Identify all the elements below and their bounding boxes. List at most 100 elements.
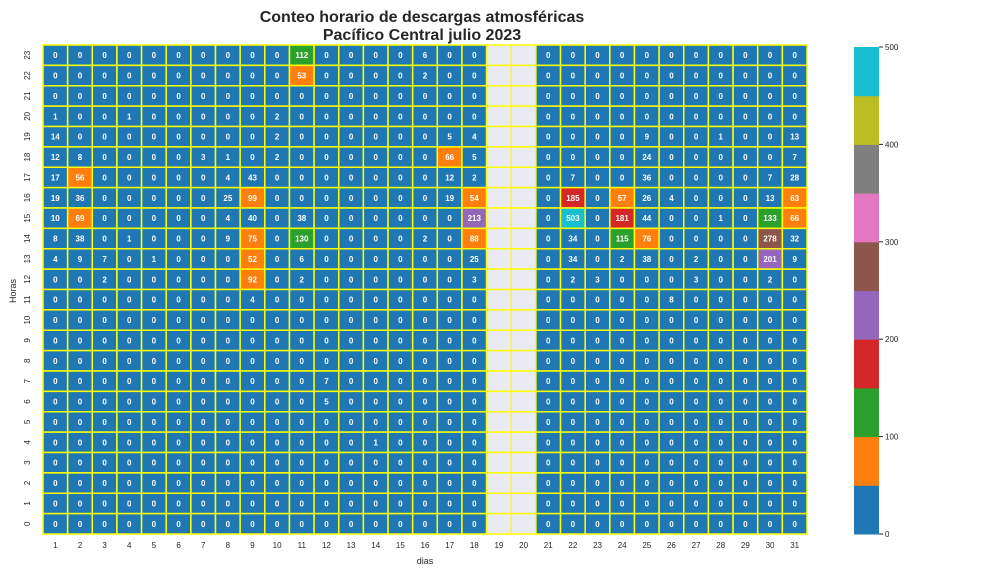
cell-value-label: 0 bbox=[127, 377, 132, 386]
cell-value-label: 0 bbox=[472, 316, 477, 325]
cell-value-label: 0 bbox=[620, 173, 625, 182]
cell-value-label: 0 bbox=[743, 459, 748, 468]
cell-value-label: 0 bbox=[78, 92, 83, 101]
cell-value-label: 0 bbox=[250, 51, 255, 60]
cell-value-label: 0 bbox=[472, 357, 477, 366]
heatmap-cell bbox=[510, 64, 537, 87]
cell-value-label: 0 bbox=[201, 336, 206, 345]
cell-value-label: 0 bbox=[349, 438, 354, 447]
cell-value-label: 0 bbox=[127, 173, 132, 182]
cell-value-label: 0 bbox=[78, 275, 83, 284]
cell-value-label: 0 bbox=[768, 72, 773, 81]
heatmap-cell bbox=[485, 207, 513, 230]
cell-value-label: 6 bbox=[300, 255, 305, 264]
cell-value-label: 0 bbox=[423, 479, 428, 488]
cell-value-label: 0 bbox=[546, 133, 551, 142]
cell-value-label: 0 bbox=[669, 336, 674, 345]
heatmap-cell bbox=[485, 349, 513, 372]
cell-value-label: 0 bbox=[324, 255, 329, 264]
x-tick-label: 24 bbox=[618, 541, 627, 550]
cell-value-label: 0 bbox=[324, 336, 329, 345]
cell-value-label: 0 bbox=[669, 112, 674, 121]
cell-value-label: 0 bbox=[300, 398, 305, 407]
cell-value-label: 213 bbox=[468, 214, 482, 223]
cell-value-label: 0 bbox=[792, 438, 797, 447]
cell-value-label: 0 bbox=[324, 214, 329, 223]
cell-value-label: 0 bbox=[472, 499, 477, 508]
cell-value-label: 0 bbox=[102, 133, 107, 142]
cell-value-label: 0 bbox=[324, 194, 329, 203]
cell-value-label: 0 bbox=[250, 438, 255, 447]
cell-value-label: 0 bbox=[53, 398, 58, 407]
x-tick-label: 15 bbox=[396, 541, 405, 550]
cell-value-label: 0 bbox=[694, 316, 699, 325]
cell-value-label: 76 bbox=[642, 235, 651, 244]
chart-title: Conteo horario de descargas atmosféricas bbox=[260, 9, 585, 26]
cell-value-label: 0 bbox=[595, 479, 600, 488]
cell-value-label: 0 bbox=[324, 133, 329, 142]
cell-value-label: 4 bbox=[226, 173, 231, 182]
cell-value-label: 2 bbox=[472, 173, 477, 182]
cell-value-label: 0 bbox=[743, 438, 748, 447]
cell-value-label: 0 bbox=[349, 112, 354, 121]
cell-value-label: 0 bbox=[152, 133, 157, 142]
cell-value-label: 0 bbox=[152, 194, 157, 203]
x-tick-label: 26 bbox=[667, 541, 676, 550]
cell-value-label: 44 bbox=[642, 214, 651, 223]
x-tick-label: 18 bbox=[470, 541, 479, 550]
cell-value-label: 4 bbox=[250, 296, 255, 305]
x-tick-label: 17 bbox=[445, 541, 454, 550]
cell-value-label: 0 bbox=[127, 479, 132, 488]
cell-value-label: 7 bbox=[324, 377, 329, 386]
cell-value-label: 0 bbox=[275, 214, 280, 223]
cell-value-label: 0 bbox=[152, 459, 157, 468]
cell-value-label: 0 bbox=[472, 112, 477, 121]
cell-value-label: 57 bbox=[618, 194, 627, 203]
cell-value-label: 0 bbox=[275, 357, 280, 366]
cell-value-label: 0 bbox=[373, 479, 378, 488]
cell-value-label: 0 bbox=[546, 51, 551, 60]
cell-value-label: 0 bbox=[176, 296, 181, 305]
cell-value-label: 0 bbox=[571, 316, 576, 325]
cell-value-label: 0 bbox=[595, 377, 600, 386]
cell-value-label: 0 bbox=[447, 479, 452, 488]
cell-value-label: 0 bbox=[472, 296, 477, 305]
cell-value-label: 0 bbox=[472, 459, 477, 468]
cell-value-label: 0 bbox=[102, 316, 107, 325]
cell-value-label: 0 bbox=[152, 316, 157, 325]
cell-value-label: 0 bbox=[669, 255, 674, 264]
cell-value-label: 0 bbox=[694, 112, 699, 121]
cell-value-label: 0 bbox=[127, 418, 132, 427]
cell-value-label: 0 bbox=[201, 255, 206, 264]
cell-value-label: 0 bbox=[694, 153, 699, 162]
x-tick-label: 23 bbox=[593, 541, 602, 550]
cell-value-label: 0 bbox=[102, 418, 107, 427]
cell-value-label: 0 bbox=[645, 438, 650, 447]
cell-value-label: 0 bbox=[743, 336, 748, 345]
cell-value-label: 0 bbox=[176, 275, 181, 284]
cell-value-label: 0 bbox=[719, 316, 724, 325]
cell-value-label: 0 bbox=[595, 316, 600, 325]
cell-value-label: 7 bbox=[768, 173, 773, 182]
cell-value-label: 0 bbox=[423, 520, 428, 529]
cell-value-label: 0 bbox=[78, 438, 83, 447]
cell-value-label: 0 bbox=[694, 499, 699, 508]
cell-value-label: 69 bbox=[76, 214, 85, 223]
y-tick-label: 23 bbox=[23, 50, 32, 59]
y-tick-label: 0 bbox=[23, 521, 32, 526]
cell-value-label: 0 bbox=[546, 72, 551, 81]
cell-value-label: 0 bbox=[349, 235, 354, 244]
cell-value-label: 0 bbox=[349, 51, 354, 60]
cell-value-label: 0 bbox=[447, 398, 452, 407]
cell-value-label: 0 bbox=[275, 377, 280, 386]
cell-value-label: 0 bbox=[373, 133, 378, 142]
cell-value-label: 0 bbox=[768, 316, 773, 325]
cell-value-label: 0 bbox=[447, 275, 452, 284]
cell-value-label: 0 bbox=[250, 418, 255, 427]
cell-value-label: 0 bbox=[447, 51, 452, 60]
cell-value-label: 0 bbox=[275, 316, 280, 325]
cell-value-label: 0 bbox=[275, 418, 280, 427]
cell-value-label: 0 bbox=[472, 438, 477, 447]
cell-value-label: 0 bbox=[669, 398, 674, 407]
cell-value-label: 0 bbox=[398, 499, 403, 508]
